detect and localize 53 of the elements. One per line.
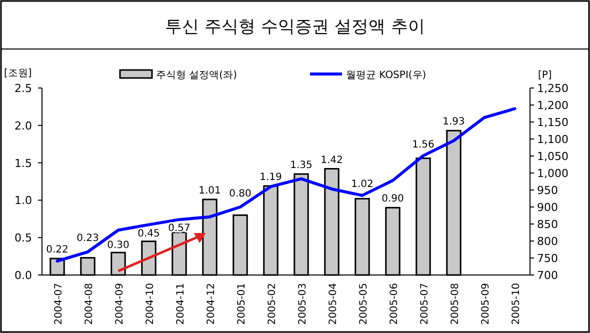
data-label: 1.35 [290, 160, 312, 172]
x-tick-label: 2005-07 [419, 283, 430, 325]
y-tick-label: 0.5 [14, 232, 32, 245]
data-label: 1.56 [412, 139, 434, 150]
y-tick-label: 0.0 [14, 269, 32, 282]
y2-tick-label: 1,150 [537, 116, 568, 129]
x-tick-label: 2004-11 [175, 283, 186, 325]
x-tick-label: 2004-08 [84, 283, 95, 325]
x-tick-label: 2004-12 [206, 283, 217, 325]
data-label: 0.30 [107, 240, 130, 252]
data-label: 1.01 [198, 185, 221, 196]
y2-tick-label: 700 [537, 269, 558, 282]
y2-tick-label: 850 [537, 218, 558, 231]
x-tick-label: 2005-10 [510, 283, 522, 325]
x-tick-label: 2005-01 [236, 283, 248, 325]
data-label: 0.90 [382, 194, 404, 205]
x-tick-label: 2004-10 [144, 283, 156, 325]
data-label: 1.02 [351, 179, 374, 190]
data-label: 1.93 [442, 116, 465, 128]
legend-label: 주식형 설정액(좌) [156, 70, 238, 81]
x-tick-label: 2005-05 [358, 283, 370, 325]
y-tick-label: 1.0 [14, 194, 32, 208]
legend-label: 월평균 KOSPI(우) [346, 70, 426, 81]
y2-tick-label: 1,050 [537, 150, 568, 163]
data-label: 1.42 [320, 154, 343, 166]
y2-tick-label: 900 [537, 201, 558, 214]
x-tick-label: 2005-03 [297, 283, 308, 325]
x-tick-label: 2005-04 [328, 283, 339, 325]
y2-tick-label: 1,000 [537, 167, 568, 180]
data-label: 0.80 [229, 188, 252, 200]
y-tick-label: 1.5 [14, 156, 32, 170]
y-axis-title: [조원] [4, 68, 32, 79]
y-tick-label: 2.5 [14, 82, 32, 95]
x-tick-label: 2004-09 [114, 283, 126, 325]
x-tick-label: 2005-08 [450, 283, 461, 325]
y2-tick-label: 800 [537, 235, 558, 248]
y2-tick-label: 950 [537, 184, 558, 197]
y2-tick-label: 1,200 [537, 99, 568, 112]
x-tick-label: 2005-09 [480, 283, 492, 325]
data-label: 0.45 [138, 228, 160, 240]
data-label: 1.19 [260, 172, 282, 183]
x-tick-label: 2004-07 [53, 283, 64, 325]
y2-tick-label: 1,100 [537, 133, 568, 146]
data-label: 0.22 [46, 244, 68, 256]
x-tick-label: 2005-06 [388, 283, 400, 325]
y2-tick-label: 750 [537, 252, 558, 265]
y2-tick-label: 1,250 [537, 82, 568, 95]
chart-title: 투신 주식형 수익증권 설정액 추이 [165, 17, 425, 37]
y2-axis-title: [P] [538, 70, 552, 81]
y-tick-label: 2.0 [14, 119, 32, 132]
data-label: 0.23 [76, 232, 99, 244]
data-label: 0.57 [168, 223, 190, 234]
x-tick-label: 2005-02 [266, 283, 278, 325]
